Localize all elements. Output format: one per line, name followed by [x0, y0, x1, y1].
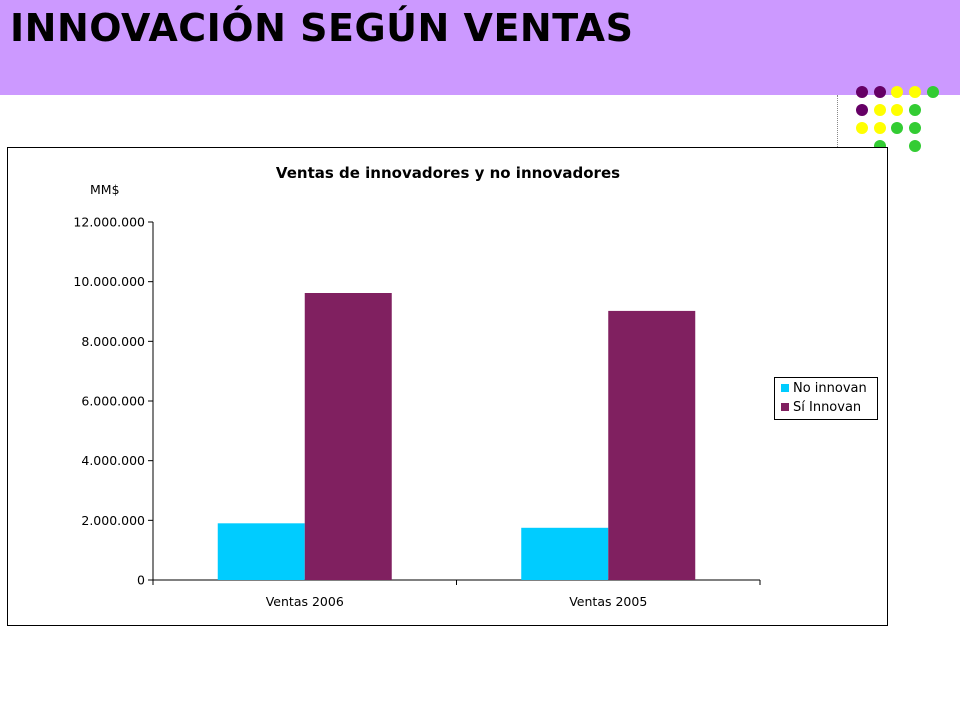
decorative-dot [856, 104, 868, 116]
chart-title: Ventas de innovadores y no innovadores [276, 164, 620, 182]
legend-label-si-innovan: Sí Innovan [793, 400, 862, 415]
bar-chart: Ventas de innovadores y no innovadores M… [73, 164, 761, 609]
decorative-divider [837, 95, 838, 147]
legend-item-si-innovan: Sí Innovan [781, 399, 861, 417]
x-category-label: Ventas 2006 [266, 594, 344, 609]
bar-si-innovan [304, 293, 392, 580]
y-tick-label: 8.000.000 [81, 334, 145, 349]
chart-legend: No innovan Sí Innovan [774, 377, 878, 420]
y-tick-label: 0 [137, 573, 145, 588]
slide-title: INNOVACIÓN SEGÚN VENTAS [10, 6, 634, 50]
decorative-dot [874, 104, 886, 116]
bar-si-innovan [608, 310, 696, 580]
decorative-dot [927, 86, 939, 98]
decorative-dot [909, 122, 921, 134]
y-tick-label: 12.000.000 [73, 215, 145, 230]
legend-swatch-no-innovan [781, 383, 789, 392]
x-category-label: Ventas 2005 [569, 594, 647, 609]
decorative-dot [909, 140, 921, 152]
y-tick-label: 6.000.000 [81, 394, 145, 409]
decorative-dot [874, 86, 886, 98]
bar-no-innovan [521, 527, 609, 580]
legend-label-no-innovan: No innovan [793, 381, 867, 396]
legend-item-no-innovan: No innovan [781, 380, 867, 398]
y-tick-label: 10.000.000 [73, 274, 145, 289]
decorative-dot-grid [856, 86, 939, 152]
decorative-dot [891, 122, 903, 134]
decorative-dot [909, 104, 921, 116]
title-band: INNOVACIÓN SEGÚN VENTAS [0, 0, 960, 95]
bar-no-innovan [217, 523, 305, 580]
decorative-dot [891, 86, 903, 98]
chart-frame: Ventas de innovadores y no innovadores M… [7, 147, 888, 626]
y-tick-label: 4.000.000 [81, 453, 145, 468]
y-axis-unit-label: MM$ [90, 182, 120, 197]
decorative-dot [909, 86, 921, 98]
decorative-dot [856, 122, 868, 134]
decorative-dot [891, 104, 903, 116]
decorative-dot [874, 122, 886, 134]
y-tick-label: 2.000.000 [81, 513, 145, 528]
decorative-dot [856, 86, 868, 98]
legend-swatch-si-innovan [781, 402, 789, 411]
